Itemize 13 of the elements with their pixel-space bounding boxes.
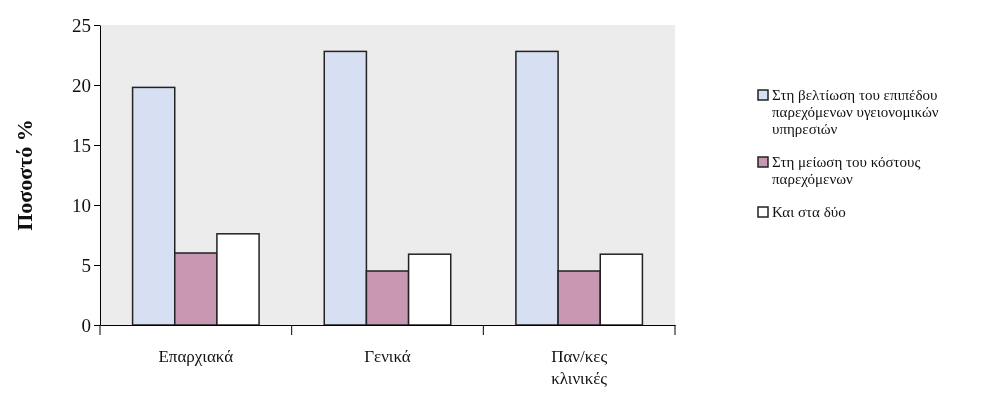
legend-label: Στη μείωση του κόστους παρεχόμενων (772, 154, 921, 187)
y-tick-label: 5 (81, 254, 91, 276)
x-tick-label: Επαρχιακά (158, 347, 234, 366)
y-tick-label: 15 (72, 134, 91, 156)
y-tick-label: 0 (81, 314, 91, 336)
y-tick-label: 20 (72, 74, 91, 96)
x-tick-label: Παν/κες κλινικές (551, 347, 608, 388)
x-tick-label: Γενικά (364, 347, 411, 366)
y-tick-label: 25 (72, 14, 91, 36)
y-tick-label: 10 (72, 194, 91, 216)
y-axis-title: Ποσοστό % (12, 119, 37, 231)
legend-label: Στη βελτίωση του επιπέδου παρεχόμενων υγειονομικών υπηρεσιών (772, 87, 939, 137)
legend-label: Και στα δύο (772, 204, 846, 220)
